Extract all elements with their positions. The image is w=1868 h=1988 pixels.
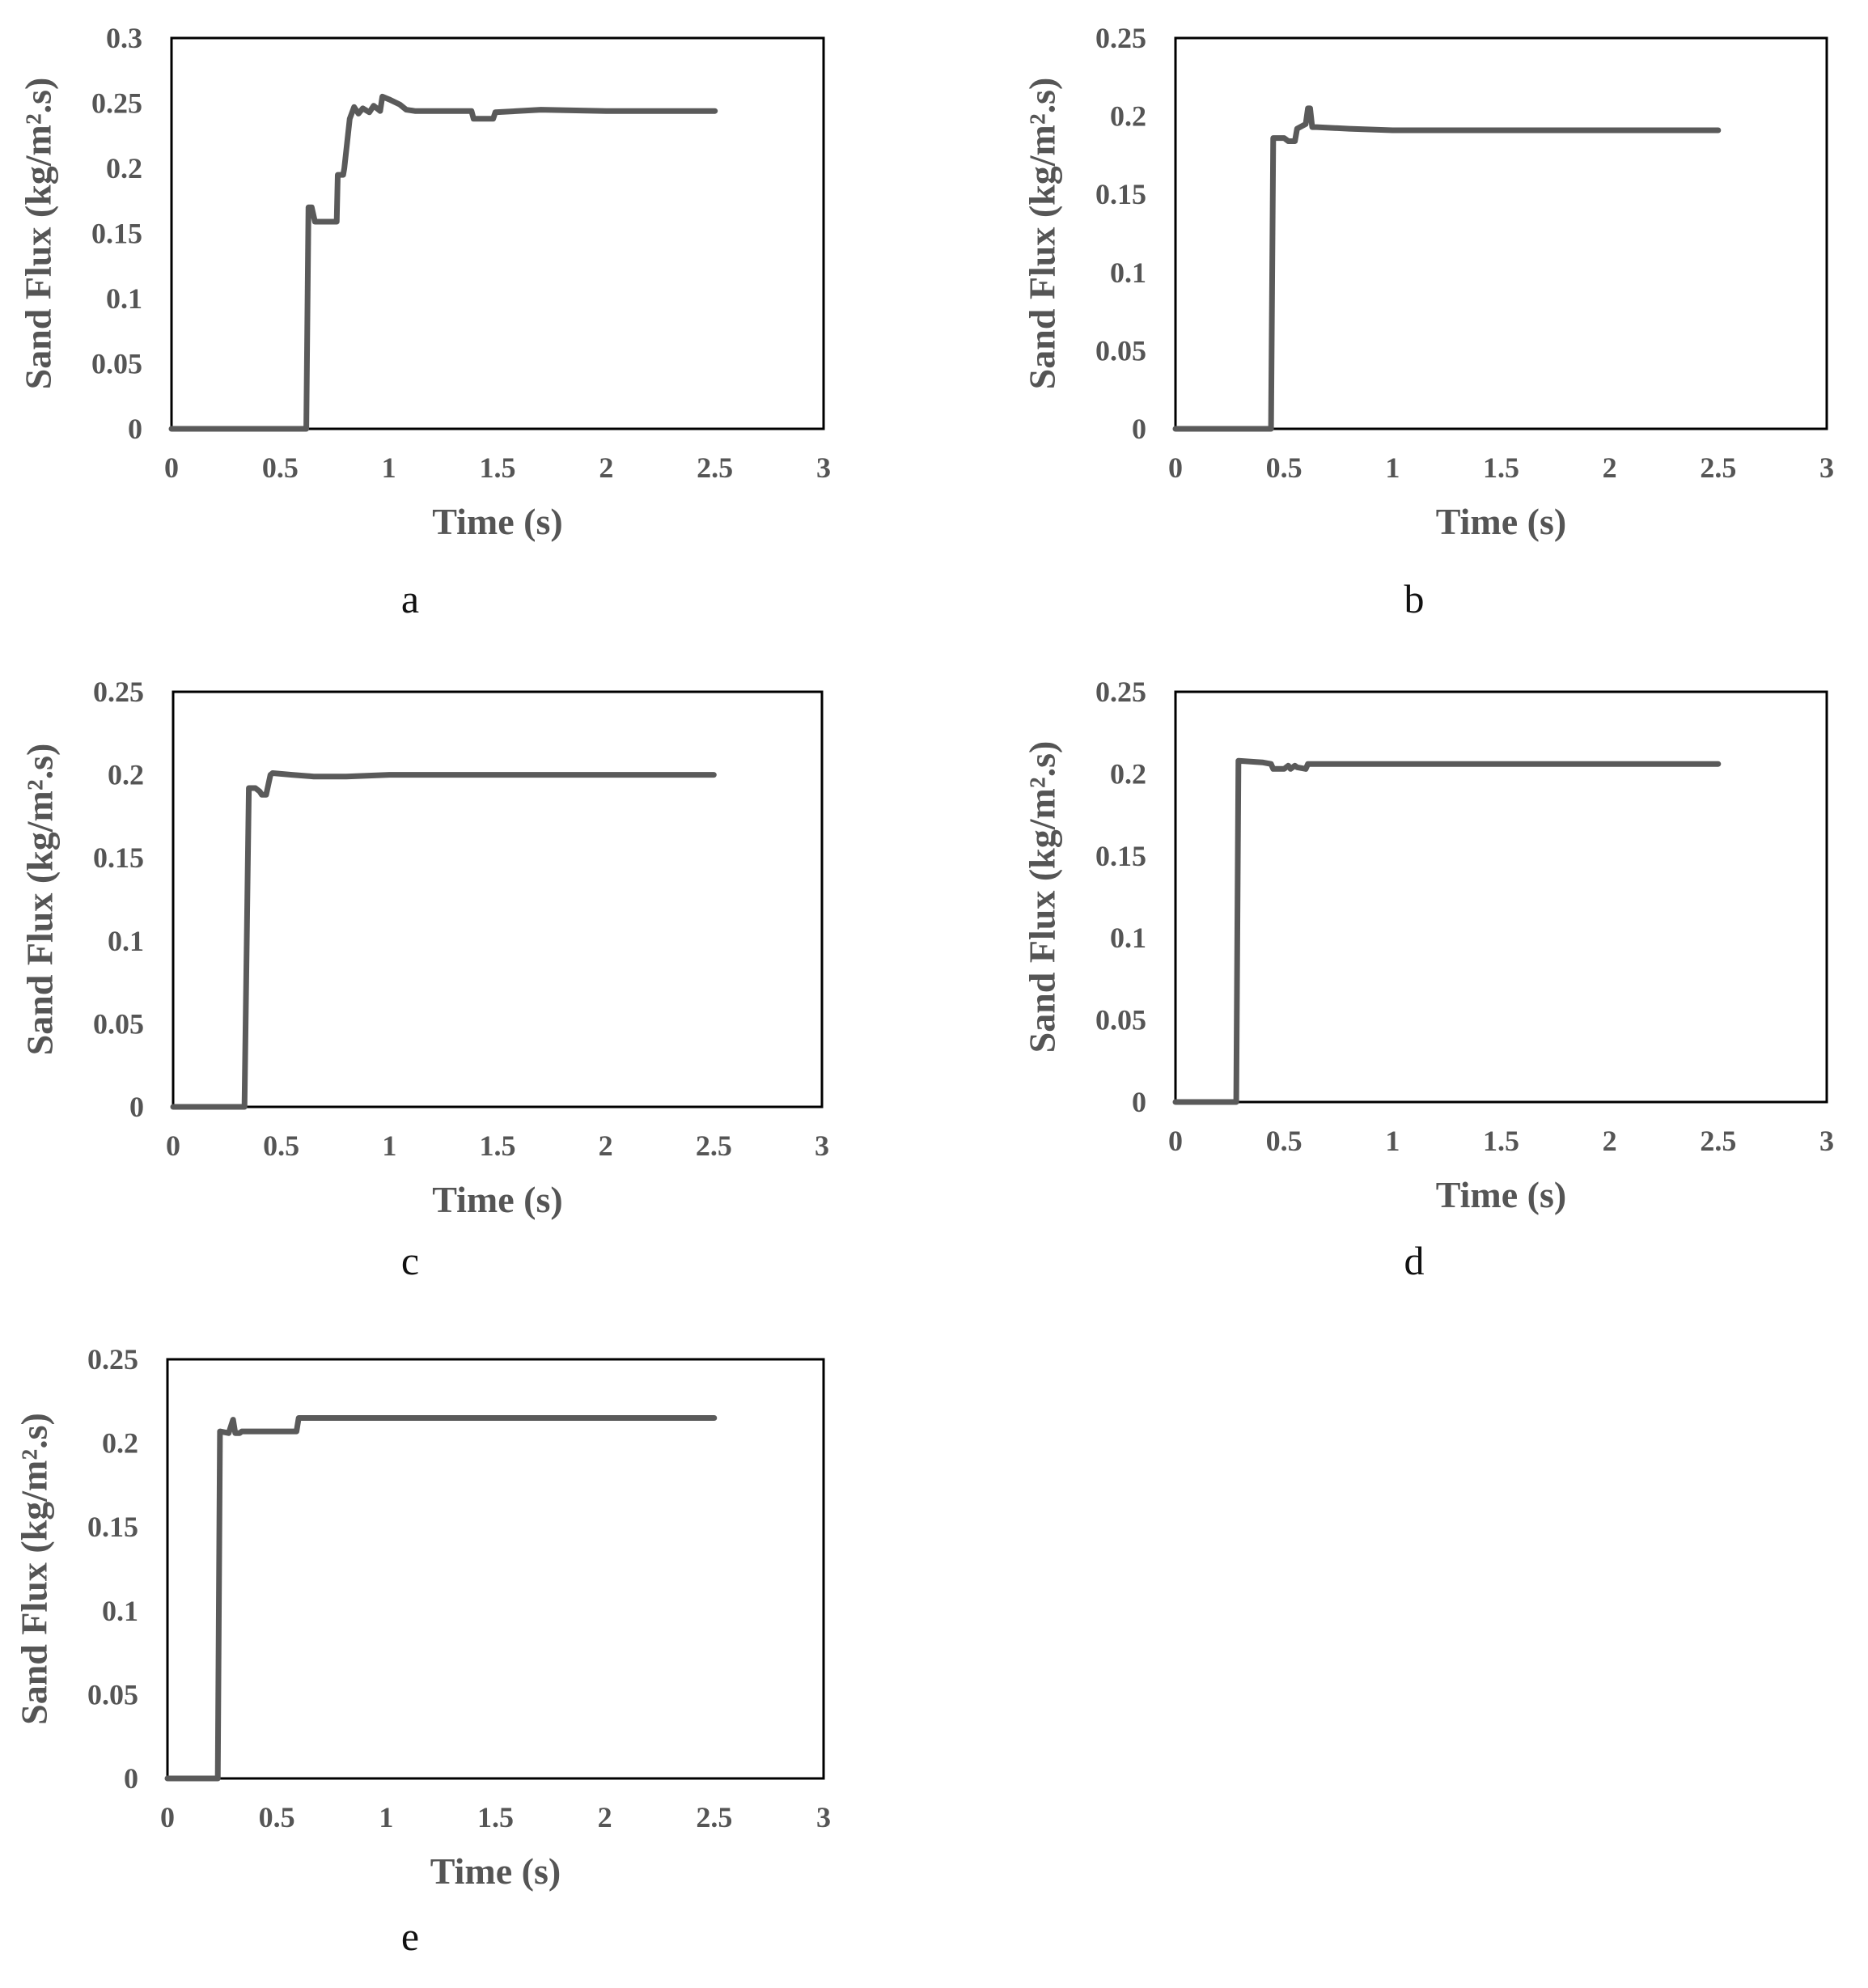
x-tick-label: 0 [160,1801,175,1833]
y-axis-title: Sand Flux (kg/m².s) [14,1413,55,1725]
x-tick-label: 0.5 [262,451,299,484]
x-tick-label: 1 [379,1801,393,1833]
x-tick-label: 3 [816,451,831,484]
y-tick-label: 0.2 [108,759,144,791]
y-tick-label: 0.25 [87,1343,138,1375]
panel-label: e [401,1914,419,1959]
x-axis-title: Time (s) [432,1179,562,1220]
y-tick-label: 0.25 [91,87,142,120]
panel-label: d [1404,1238,1425,1283]
x-tick-label: 1.5 [1483,451,1519,484]
x-tick-label: 2 [599,451,613,484]
y-tick-label: 0.25 [1095,676,1146,708]
x-tick-label: 2.5 [697,451,733,484]
x-tick-label: 2.5 [696,1801,732,1833]
x-tick-label: 0 [1168,1125,1183,1157]
y-tick-label: 0.1 [108,925,144,957]
x-axis-title: Time (s) [1436,1174,1566,1215]
panel-label: c [401,1238,419,1283]
x-tick-label: 2 [599,1130,613,1162]
y-tick-label: 0.2 [102,1427,138,1460]
y-tick-label: 0 [129,1091,144,1123]
series-line [1172,757,1722,1105]
y-tick-label: 0.05 [91,348,142,380]
x-tick-label: 3 [816,1801,831,1833]
x-tick-label: 2.5 [1700,1125,1736,1157]
x-tick-label: 0 [1168,451,1183,484]
x-tick-label: 0.5 [1266,1125,1303,1157]
chart-panel-d: 0 0.05 0.1 0.15 0.2 0.25 0 0.5 1 1.5 2 2.5 3 Time (s)… [1022,676,1834,1283]
y-tick-label: 0.3 [106,22,142,54]
x-tick-label: 2 [1603,451,1617,484]
x-tick-label: 3 [1819,1125,1834,1157]
y-tick-label: 0.15 [91,218,142,250]
x-tick-label: 1.5 [480,451,516,484]
plot-frame [1174,36,1828,430]
plot-frame [172,690,824,1108]
y-axis-title: Sand Flux (kg/m².s) [19,744,61,1056]
y-axis-title: Sand Flux (kg/m².s) [1022,741,1063,1053]
x-tick-label: 1 [382,451,396,484]
plot-frame [1174,690,1828,1104]
series-line [1172,105,1722,432]
chart-panel-c: 0 0.05 0.1 0.15 0.2 0.25 0 0.5 1 1.5 2 2.5 3 Time (s)… [19,676,829,1283]
series-line [164,1415,718,1782]
y-tick-label: 0.05 [1095,1004,1146,1036]
x-tick-label: 3 [1819,451,1834,484]
x-tick-label: 0.5 [1266,451,1303,484]
y-tick-label: 0.1 [1110,922,1146,954]
series-line [170,770,717,1110]
x-tick-label: 0 [166,1130,180,1162]
y-tick-label: 0 [1132,413,1146,445]
x-tick-label: 1.5 [480,1130,516,1162]
x-tick-label: 0.5 [259,1801,295,1833]
x-tick-label: 2 [1603,1125,1617,1157]
y-axis-title: Sand Flux (kg/m².s) [1022,78,1063,390]
plot-frame [166,1358,825,1780]
y-tick-label: 0 [128,413,142,445]
y-tick-label: 0.05 [1095,334,1146,367]
series-line [168,93,718,432]
y-tick-label: 0.2 [1110,757,1146,790]
y-tick-label: 0.15 [1095,840,1146,872]
y-tick-label: 0.05 [87,1678,138,1710]
panel-label: a [401,576,419,621]
plot-frame [170,36,825,430]
y-tick-label: 0.15 [87,1511,138,1543]
chart-panel-b: 0 0.05 0.1 0.15 0.2 0.25 0 0.5 1 1.5 2 2.5 3 Time (s)… [1022,22,1834,621]
y-tick-label: 0 [124,1762,138,1795]
x-tick-label: 1.5 [477,1801,514,1833]
y-tick-label: 0.25 [1095,22,1146,54]
y-tick-label: 0.25 [93,676,144,708]
x-axis-title: Time (s) [432,501,562,542]
y-tick-label: 0.1 [1110,256,1146,289]
y-axis-title: Sand Flux (kg/m².s) [18,78,59,390]
y-tick-label: 0.1 [102,1595,138,1627]
x-tick-label: 1 [1385,451,1400,484]
x-tick-label: 1 [1385,1125,1400,1157]
x-tick-label: 2.5 [696,1130,732,1162]
x-tick-label: 1 [382,1130,396,1162]
x-tick-label: 1.5 [1483,1125,1519,1157]
chart-panel-e: 0 0.05 0.1 0.15 0.2 0.25 0 0.5 1 1.5 2 2.5 3 Time (s)… [14,1343,831,1959]
x-tick-label: 2.5 [1700,451,1736,484]
x-tick-label: 0.5 [263,1130,299,1162]
x-axis-title: Time (s) [1436,501,1566,542]
y-tick-label: 0.15 [93,841,144,874]
x-axis-title: Time (s) [430,1850,561,1892]
y-tick-label: 0.05 [93,1007,144,1040]
x-tick-label: 0 [164,451,179,484]
x-tick-label: 3 [815,1130,829,1162]
y-tick-label: 0.2 [106,152,142,184]
y-tick-label: 0.2 [1110,100,1146,133]
panel-label: b [1404,576,1425,621]
x-tick-label: 2 [598,1801,612,1833]
y-tick-label: 0.15 [1095,178,1146,210]
y-tick-label: 0.1 [106,282,142,315]
chart-panel-a: 0 0.05 0.1 0.15 0.2 0.25 0.3 0 0.5 1 1.5 2 2.5 3 Time … [18,22,831,621]
y-tick-label: 0 [1132,1086,1146,1118]
